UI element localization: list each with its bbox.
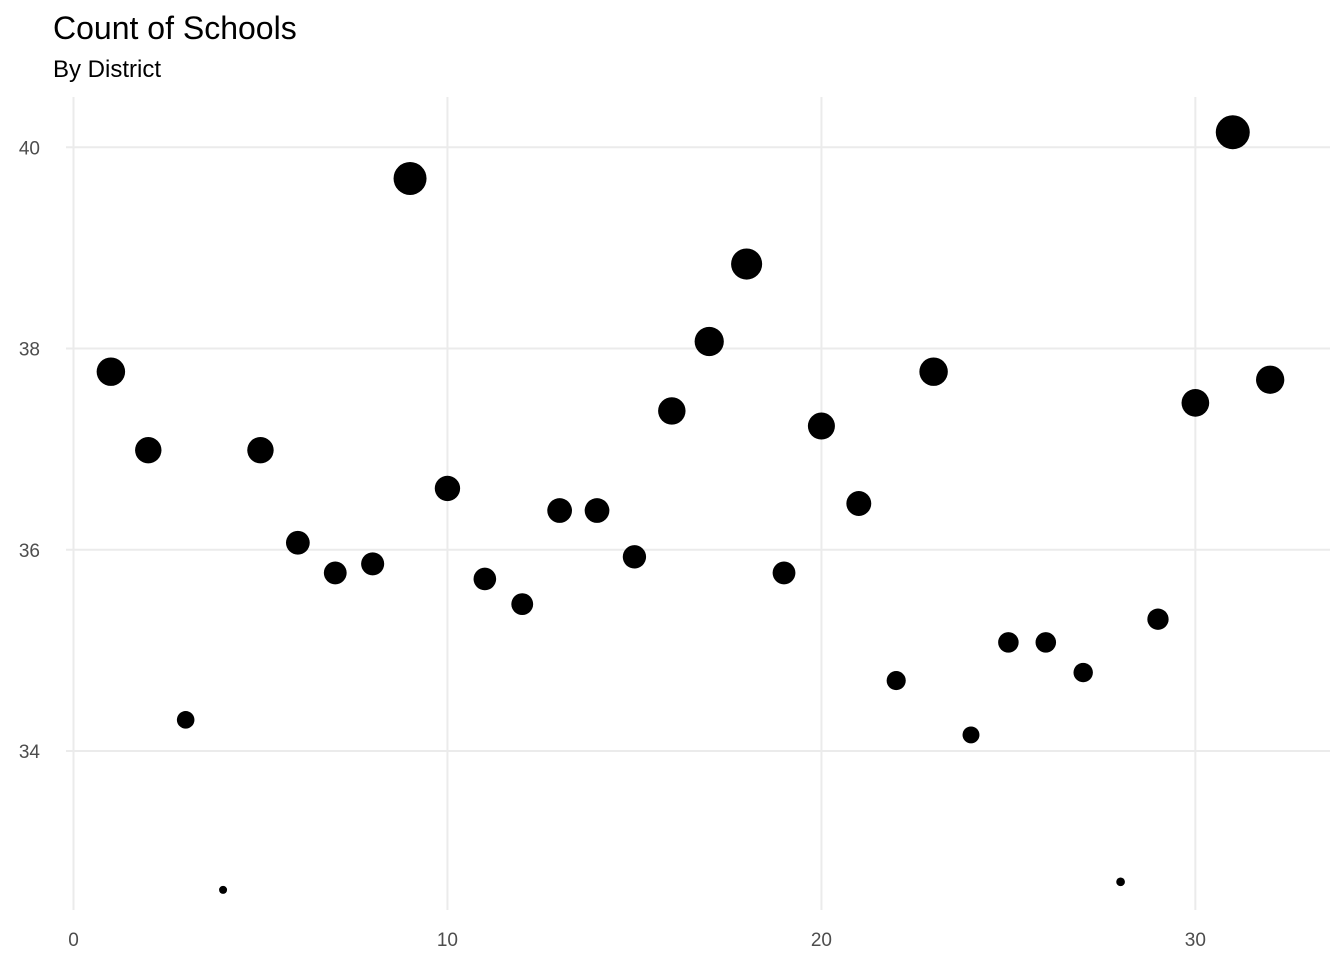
data-point-4 (219, 885, 228, 894)
axis-tick-labels: 0 10 20 30 34 36 38 40 (19, 138, 1206, 951)
data-point-26 (1035, 632, 1057, 653)
data-point-24 (962, 726, 980, 744)
y-tick-label: 38 (19, 340, 40, 361)
data-point-31 (1215, 115, 1250, 150)
data-point-1 (96, 357, 126, 386)
data-point-16 (658, 397, 686, 425)
chart-title: Count of Schools (53, 10, 297, 46)
data-point-23 (919, 357, 948, 386)
x-tick-label: 20 (811, 930, 832, 951)
data-point-6 (285, 530, 310, 555)
data-point-11 (473, 567, 497, 591)
data-point-5 (247, 436, 274, 464)
data-point-15 (622, 545, 647, 569)
chart-subtitle: By District (53, 56, 161, 83)
data-point-28 (1116, 877, 1125, 887)
data-point-30 (1181, 389, 1210, 417)
data-point-29 (1147, 608, 1169, 630)
data-point-10 (434, 475, 461, 502)
data-point-27 (1073, 662, 1093, 683)
data-point-13 (547, 498, 572, 523)
data-point-8 (361, 552, 385, 576)
data-point-21 (846, 491, 872, 516)
x-tick-label: 10 (437, 930, 458, 951)
x-tick-label: 0 (68, 930, 79, 951)
data-point-14 (584, 498, 610, 523)
data-points (96, 115, 1285, 894)
y-tick-label: 34 (19, 742, 41, 763)
data-point-7 (323, 561, 347, 585)
data-point-3 (176, 711, 195, 729)
data-point-12 (511, 593, 534, 616)
data-point-2 (135, 436, 162, 464)
data-point-9 (393, 162, 427, 196)
data-point-17 (694, 326, 724, 357)
data-point-19 (772, 561, 796, 585)
data-point-20 (807, 412, 835, 440)
grid-lines (66, 97, 1330, 910)
y-tick-label: 36 (19, 541, 40, 562)
data-point-32 (1256, 365, 1285, 394)
y-tick-label: 40 (19, 138, 40, 159)
x-tick-label: 30 (1185, 930, 1206, 951)
data-point-18 (731, 248, 763, 280)
data-point-22 (886, 671, 906, 691)
data-point-25 (998, 632, 1019, 653)
